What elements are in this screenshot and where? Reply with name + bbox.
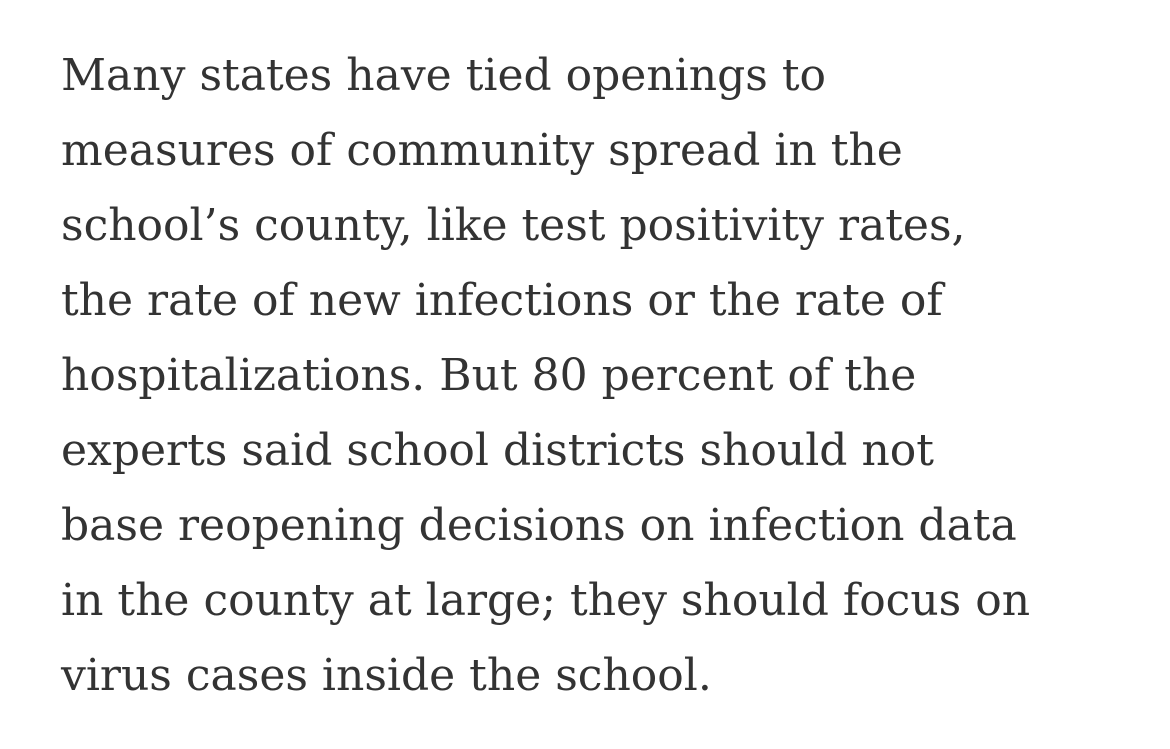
paragraph-line: virus cases inside the school. (61, 650, 712, 701)
paragraph-line: hospitalizations. But 80 percent of the (61, 350, 917, 401)
paragraph-line: experts said school districts should not (61, 425, 934, 476)
paragraph-line: school’s county, like test positivity ra… (61, 200, 966, 251)
article-paragraph: Many states have tied openings to measur… (61, 38, 1151, 713)
paragraph-line: the rate of new infections or the rate o… (61, 275, 943, 326)
paragraph-line: Many states have tied openings to (61, 50, 826, 101)
paragraph-line: in the county at large; they should focu… (61, 575, 1031, 626)
paragraph-line: base reopening decisions on infection da… (61, 500, 1017, 551)
paragraph-line: measures of community spread in the (61, 125, 903, 176)
